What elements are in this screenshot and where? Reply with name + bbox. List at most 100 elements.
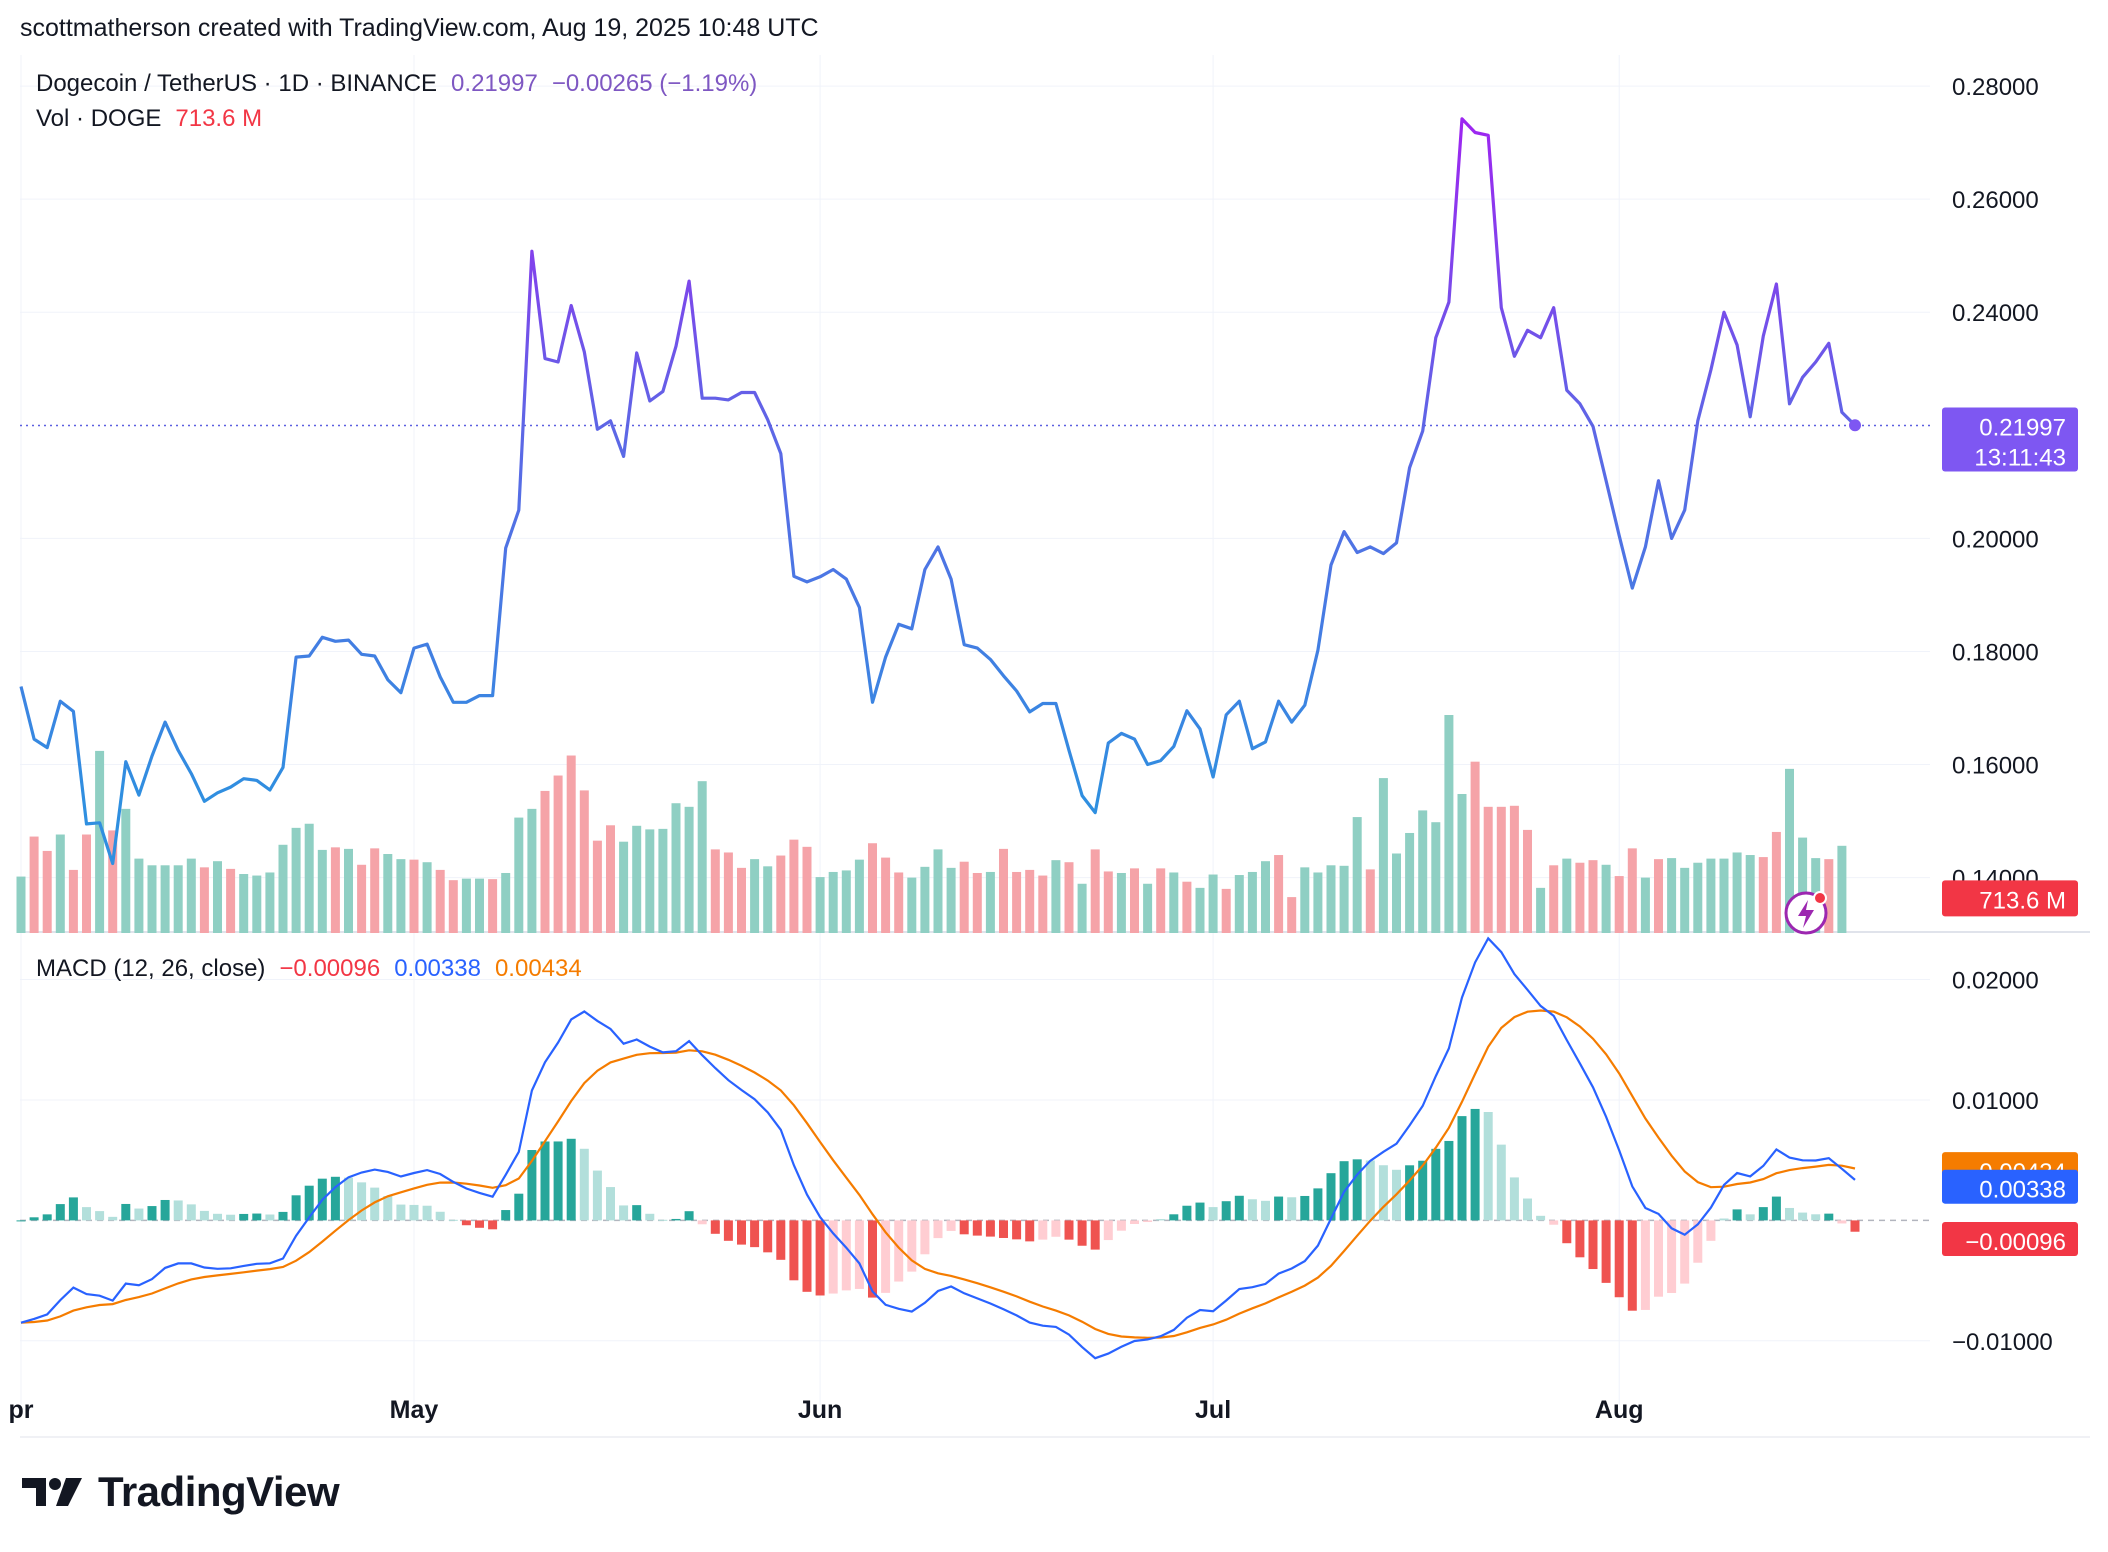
macd-histogram-bar: [776, 1220, 786, 1260]
volume-bar: [1496, 806, 1506, 933]
volume-bar: [1627, 848, 1637, 933]
macd-histogram-bar: [1169, 1214, 1179, 1221]
macd-histogram-bar: [1051, 1220, 1061, 1237]
macd-histogram-bar: [1405, 1165, 1415, 1221]
symbol-legend[interactable]: Dogecoin / TetherUS · 1D · BINANCE 0.2199…: [36, 70, 757, 98]
tradingview-logo[interactable]: TradingView: [22, 1468, 340, 1516]
time-tick-label: Jul: [1195, 1396, 1231, 1424]
volume-bar: [1234, 875, 1244, 933]
volume-bar: [868, 843, 877, 933]
volume-bar: [1640, 877, 1650, 933]
volume-bar: [1457, 793, 1467, 933]
macd-histogram-bar: [1785, 1207, 1794, 1221]
volume-bar: [134, 858, 144, 933]
volume-bar: [108, 830, 118, 933]
price-layer: [19, 117, 1930, 866]
macd-histogram-bar: [95, 1211, 105, 1221]
volume-bar: [894, 872, 904, 933]
macd-tag-bg: [1942, 1169, 2078, 1204]
macd-histogram-bar: [108, 1216, 118, 1221]
volume-bar: [1706, 858, 1716, 933]
macd-histogram-bar: [1090, 1220, 1100, 1250]
macd-histogram-bar: [920, 1220, 930, 1255]
volume-bar: [802, 846, 812, 933]
macd-histogram-bar: [1575, 1220, 1585, 1258]
volume-tag-bg: [1942, 880, 2078, 917]
macd-histogram-bar: [1064, 1220, 1074, 1240]
time-tick-label: pr: [9, 1396, 34, 1424]
volume-bar: [1208, 874, 1218, 933]
volume-bar: [1195, 887, 1205, 933]
macd-histogram-bar: [121, 1203, 131, 1221]
macd-histogram-bar: [1457, 1116, 1467, 1221]
volume-bar: [121, 808, 131, 933]
macd-histogram-bar: [82, 1207, 91, 1221]
macd-histogram-bar: [750, 1220, 760, 1248]
volume-bar: [881, 857, 891, 933]
macd-histogram-bar: [1077, 1220, 1087, 1246]
macd-histogram-bar: [1287, 1197, 1297, 1221]
macd-histogram-bar: [42, 1214, 52, 1221]
volume-bar: [82, 834, 91, 933]
macd-histogram-bar: [1588, 1220, 1598, 1270]
macd-histogram-bar: [592, 1170, 602, 1221]
volume-legend[interactable]: Vol · DOGE 713.6 M: [36, 105, 262, 133]
macd-histogram-bar: [199, 1210, 209, 1221]
volume-bar: [566, 755, 576, 933]
volume-bar: [68, 869, 78, 933]
volume-bar: [553, 775, 563, 933]
volume-bar: [1038, 875, 1048, 933]
macd-histogram-bar: [1418, 1160, 1428, 1221]
macd-histogram-bar: [1444, 1140, 1454, 1221]
macd-histogram-bar: [68, 1197, 78, 1221]
macd-histogram-bar: [239, 1213, 249, 1221]
macd-histogram-bar: [737, 1220, 746, 1245]
macd-histogram-bar: [173, 1200, 183, 1221]
volume-bar: [723, 852, 733, 933]
macd-histogram-bar: [435, 1211, 445, 1221]
volume-bar: [1326, 865, 1336, 933]
macd-tick-label: 0.01000: [1952, 1088, 2039, 1115]
volume-bar: [199, 867, 209, 933]
volume-bar: [239, 874, 249, 933]
macd-legend[interactable]: MACD (12, 26, close) −0.00096 0.00338 0.004…: [36, 955, 582, 983]
macd-histogram-bar: [1732, 1209, 1742, 1221]
macd-histogram-bar: [1313, 1188, 1323, 1221]
macd-histogram-bar: [1824, 1213, 1834, 1221]
volume-bar: [213, 861, 222, 933]
volume-bar: [1654, 859, 1663, 933]
volume-bar: [383, 854, 393, 933]
macd-tag-text: 0.00338: [1979, 1177, 2066, 1204]
volume-bar: [1064, 862, 1074, 933]
volume-bar: [1221, 888, 1231, 933]
volume-bar: [1483, 806, 1493, 933]
macd-histogram-bar: [868, 1220, 877, 1298]
time-tick-label: Aug: [1595, 1396, 1644, 1424]
volume-bar: [1549, 865, 1559, 933]
macd-histogram-bar: [226, 1214, 236, 1221]
volume-bar: [1771, 831, 1781, 933]
macd-histogram-bar: [160, 1199, 170, 1221]
volume-bar: [1536, 887, 1546, 933]
macd-histogram-bar: [566, 1138, 576, 1221]
macd-histogram-bar: [579, 1148, 589, 1221]
volume-bar: [632, 825, 642, 933]
macd-histogram-bar: [448, 1219, 458, 1221]
volume-bar: [1444, 715, 1454, 933]
volume-bar: [1313, 872, 1323, 933]
macd-histogram-bar: [461, 1220, 471, 1226]
chart-misc: [1784, 891, 1828, 935]
macd-histogram-bar: [409, 1204, 419, 1221]
volume-bar: [710, 849, 720, 933]
price-tag-bg: [1942, 407, 2078, 472]
volume-bar: [1693, 862, 1703, 933]
volume-bar: [1601, 864, 1611, 933]
macd-histogram-bar: [1431, 1148, 1441, 1221]
macd-label: MACD (12, 26, close): [36, 955, 266, 982]
volume-bar: [658, 828, 668, 933]
macd-histogram-bar: [658, 1219, 668, 1221]
macd-histogram-bar: [1811, 1214, 1821, 1221]
macd-histogram-bar: [1693, 1220, 1703, 1263]
volume-bar: [1509, 805, 1519, 933]
